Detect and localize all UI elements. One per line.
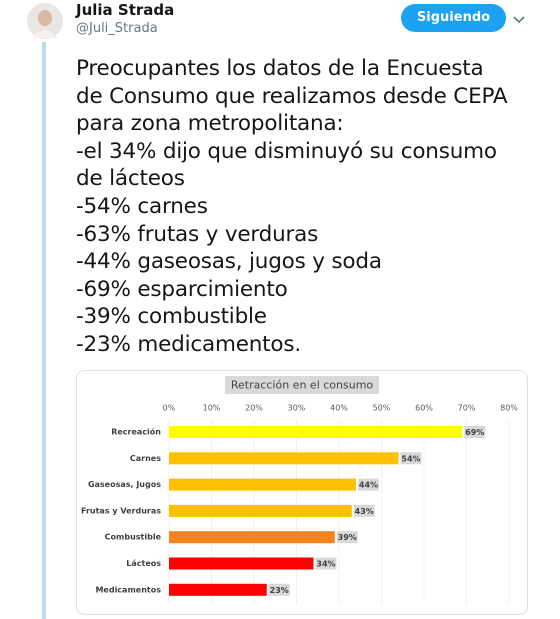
- x-tick-label: 0%: [163, 404, 176, 413]
- x-tick-label: 60%: [415, 404, 433, 413]
- category-label: Recreación: [111, 427, 161, 437]
- value-label-bg: [315, 557, 337, 570]
- value-label-bg: [353, 504, 375, 517]
- tweet-line: Preocupantes los datos de la Encuesta: [76, 56, 484, 81]
- bar: [169, 478, 356, 491]
- tweet-line: -44% gaseosas, jugos y soda: [76, 249, 382, 275]
- tweet-line: de Consumo que realizamos desde CEPA: [76, 83, 508, 109]
- bar: [169, 452, 399, 465]
- value-label: 69%: [465, 428, 484, 437]
- value-label: 23%: [270, 586, 289, 595]
- bar: [169, 531, 335, 544]
- title-bg: [225, 376, 379, 394]
- tweet-line: de lácteos: [76, 166, 185, 192]
- value-label: 54%: [401, 454, 420, 463]
- avatar[interactable]: [26, 2, 64, 40]
- bar: [169, 557, 314, 570]
- avatar-body: [32, 30, 58, 38]
- chart-title: Retracción en el consumo: [231, 379, 374, 392]
- user-handle[interactable]: @Juli_Strada: [76, 21, 158, 36]
- x-tick-label: 30%: [288, 404, 306, 413]
- value-label: 34%: [316, 560, 335, 569]
- x-tick-label: 50%: [373, 404, 391, 413]
- tweet-line: para zona metropolitana:: [76, 111, 344, 137]
- thread-line: [42, 42, 46, 619]
- value-label-bg: [464, 426, 486, 438]
- x-tick-label: 40%: [330, 404, 348, 413]
- value-label: 39%: [338, 533, 357, 542]
- x-tick-label: 80%: [500, 404, 518, 413]
- value-label-bg: [400, 452, 422, 465]
- category-label: Lácteos: [126, 559, 161, 568]
- tweet-line: -39% combustible: [76, 304, 267, 330]
- category-label: Combustible: [105, 533, 162, 542]
- x-tick-label: 70%: [458, 404, 476, 413]
- value-label: 43%: [355, 507, 374, 516]
- category-label: Medicamentos: [95, 585, 161, 594]
- tweet-line: -54% carnes: [76, 193, 208, 219]
- value-label: 44%: [359, 481, 378, 490]
- follow-button[interactable]: Siguiendo: [401, 4, 506, 32]
- x-tick-label: 10%: [203, 404, 221, 413]
- bar: [169, 504, 352, 517]
- category-label: Carnes: [130, 454, 161, 463]
- menu-chevron[interactable]: [512, 14, 526, 26]
- tweet-line: -23% medicamentos.: [76, 331, 301, 357]
- bar: [169, 426, 463, 438]
- tweet-line: -63% frutas y verduras: [76, 221, 319, 247]
- tweet-line: -el 34% dijo que disminuyó su consumo: [76, 138, 497, 164]
- x-tick-label: 20%: [245, 404, 263, 413]
- category-label: Frutas y Verduras: [81, 506, 161, 515]
- avatar-face: [38, 10, 52, 26]
- bar: [169, 583, 267, 596]
- user-name[interactable]: Julia Strada: [76, 1, 175, 19]
- tweet-line: -69% esparcimiento: [76, 276, 288, 302]
- tweet-text: Preocupantes los datos de la Encuesta de …: [76, 55, 508, 359]
- chart: Retracción en el consumo 0% 10% 20% 30% 40% 5…: [76, 370, 528, 615]
- category-label: Gaseosas, Jugos: [88, 480, 161, 489]
- value-label-bg: [268, 583, 290, 596]
- value-label-bg: [336, 531, 358, 544]
- value-label-bg: [358, 478, 379, 491]
